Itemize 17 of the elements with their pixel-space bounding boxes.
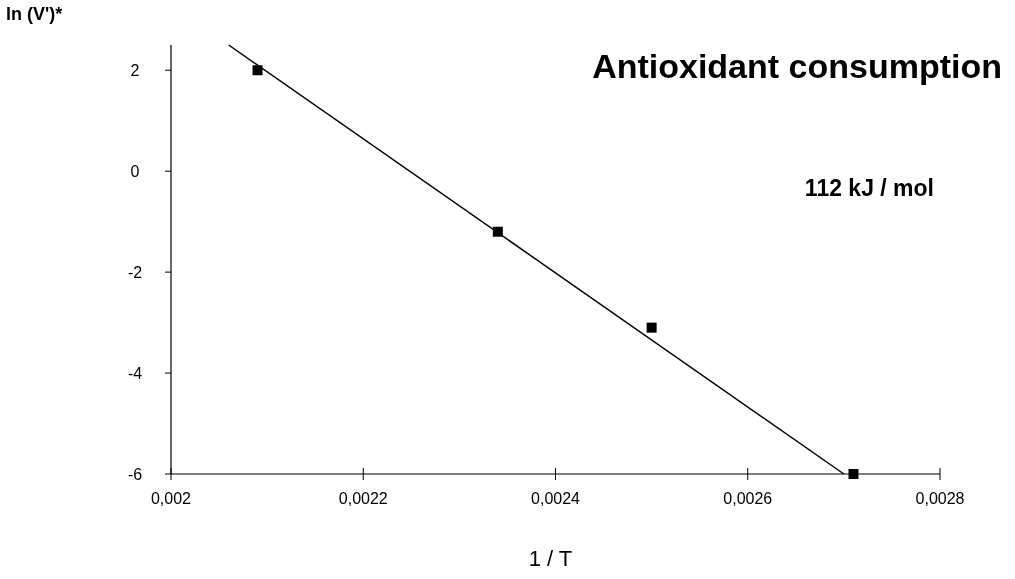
y-tick-label: -4	[127, 365, 143, 383]
x-tick-label: 0,0022	[338, 490, 388, 507]
y-tick-label: -6	[127, 466, 143, 483]
point	[848, 469, 859, 479]
x-tick-label: 0,0024	[531, 490, 581, 507]
y-tick-label: -2	[127, 264, 143, 282]
annotation: 112 kJ / mol	[804, 175, 934, 201]
x-tick-label: 0,002	[150, 490, 192, 507]
chart-title: Antioxidant consumption	[592, 47, 1002, 85]
x-tick-label: 0,0028	[915, 490, 965, 507]
y-tick-label: 2	[130, 62, 140, 80]
x-tick-label: 0,0026	[723, 490, 773, 507]
point	[646, 322, 657, 333]
point	[252, 65, 263, 76]
x-axis-title: 1 / T	[528, 546, 573, 571]
y-axis-title: ln (V')*	[6, 4, 63, 24]
y-tick-label: 0	[130, 163, 140, 181]
